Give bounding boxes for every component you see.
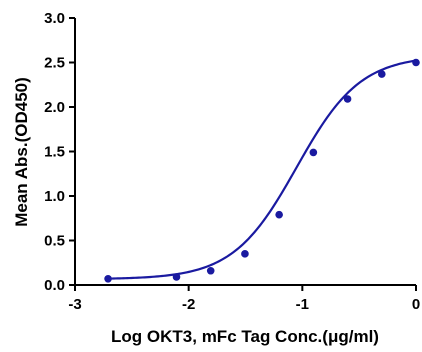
data-points [104,58,420,283]
axes: 0.0 0.5 1.0 1.5 2.0 2.5 3.0 -3 -2 -1 0 [44,10,420,313]
y-tick-label: 2.0 [44,99,65,116]
y-tick-label: 1.5 [44,144,65,161]
data-point [343,95,352,103]
x-tick-label: 0 [412,296,420,313]
fit-curve [108,59,417,280]
data-point [241,250,249,258]
data-point [104,274,112,283]
y-tick-label: 3.0 [44,10,65,27]
x-axis-title: Log OKT3, mFc Tag Conc.(μg/ml) [111,327,379,346]
y-tick-label: 0.0 [44,277,65,294]
data-point [172,273,181,281]
y-tick-label: 2.5 [44,55,65,72]
data-point [275,210,283,219]
data-point [206,266,215,275]
x-tick-label: -2 [182,296,195,313]
x-tick-label: -1 [296,296,309,313]
data-point [412,58,420,67]
y-axis-title: Mean Abs.(OD450) [12,77,31,227]
data-point [377,70,386,78]
y-tick-label: 1.0 [44,188,65,205]
data-point [309,148,318,157]
y-tick-label: 0.5 [44,233,65,250]
x-tick-label: -3 [68,296,81,313]
fit-curve-layer [108,59,417,280]
